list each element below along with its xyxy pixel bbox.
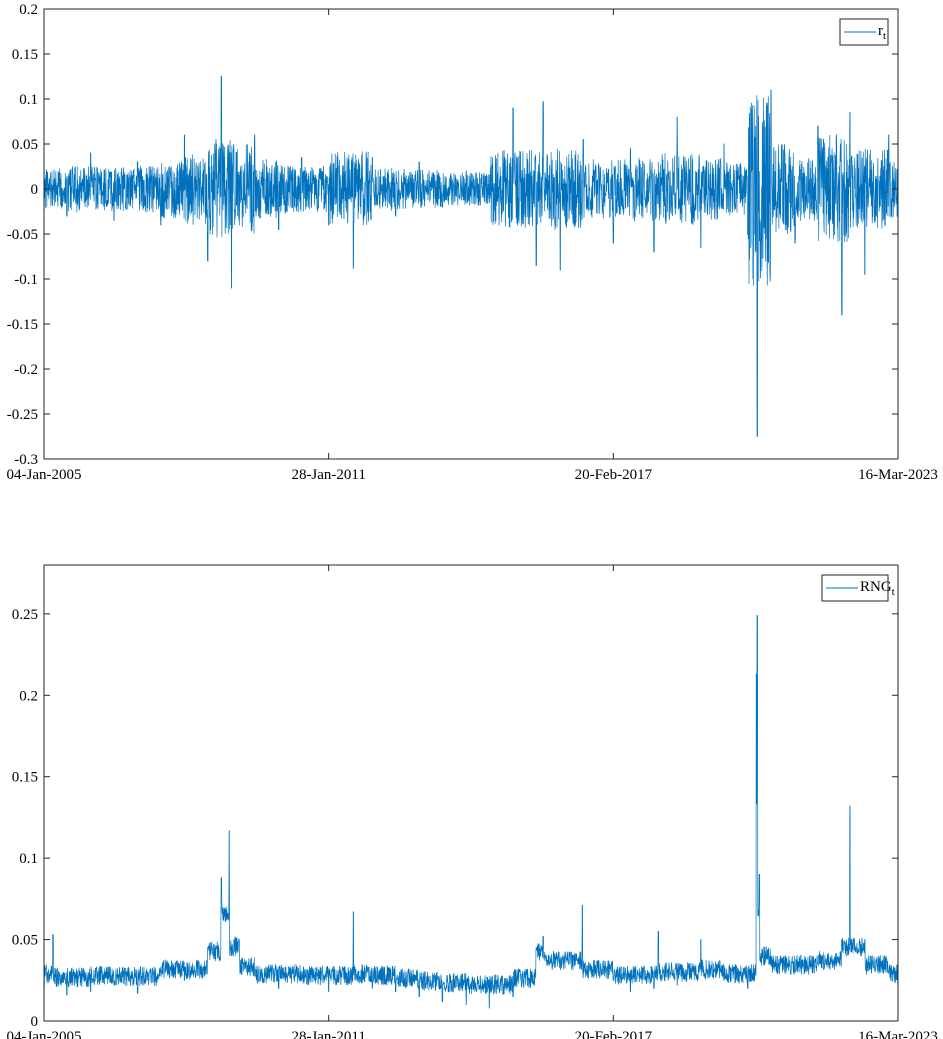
y-tick-label: 0 xyxy=(31,1014,39,1030)
range-panel: 0 0.05 0.1 0.15 0.2 0.25 04-Jan-2005 28-Jan-20… xyxy=(7,564,938,1039)
y-tick-label: 0.2 xyxy=(19,2,38,18)
y-tick-label: 0.05 xyxy=(12,137,38,153)
legend: RNGt xyxy=(821,574,895,602)
x-tick-label: 20-Feb-2017 xyxy=(575,1029,653,1039)
y-tick-label: -0.15 xyxy=(7,317,38,333)
x-tick-label: 16-Mar-2023 xyxy=(858,1029,938,1039)
x-tick-label: 16-Mar-2023 xyxy=(858,467,938,483)
legend-label-subscript: t xyxy=(892,586,895,598)
x-tick-label: 28-Jan-2011 xyxy=(291,1029,365,1039)
y-tick-label: 0.25 xyxy=(12,607,38,623)
y-axis: -0.3 -0.25 -0.2 -0.15 -0.1 -0.05 0 0.05 0.1 0.15 0… xyxy=(7,2,898,468)
y-tick-label: -0.05 xyxy=(7,227,38,243)
x-tick-label: 04-Jan-2005 xyxy=(7,1029,82,1039)
y-tick-label: 0.2 xyxy=(19,688,38,704)
y-tick-label: -0.25 xyxy=(7,407,38,423)
y-tick-label: -0.1 xyxy=(14,272,38,288)
legend: rt xyxy=(839,18,889,46)
legend-label-subscript: t xyxy=(883,30,886,42)
axes-box xyxy=(43,564,899,1022)
x-tick-label: 28-Jan-2011 xyxy=(291,467,365,483)
legend-label: RNGt xyxy=(860,579,895,598)
x-tick-label: 20-Feb-2017 xyxy=(575,467,653,483)
y-tick-label: 0.15 xyxy=(12,47,38,63)
y-tick-label: 0 xyxy=(31,182,39,198)
plot-area xyxy=(43,76,899,437)
series-line xyxy=(43,615,899,1009)
y-tick-label: 0.05 xyxy=(12,933,38,949)
x-tick-label: 04-Jan-2005 xyxy=(7,467,82,483)
plot-area xyxy=(43,615,899,1009)
legend-label-main: r xyxy=(878,23,883,39)
legend-label-main: RNG xyxy=(860,579,892,595)
x-axis: 04-Jan-2005 28-Jan-2011 20-Feb-2017 16-Mar-… xyxy=(7,9,938,483)
y-tick-label: 0.1 xyxy=(19,92,38,108)
y-tick-label: 0.1 xyxy=(19,851,38,867)
y-tick-label: -0.2 xyxy=(14,362,38,378)
legend-label: rt xyxy=(878,23,886,42)
y-axis: 0 0.05 0.1 0.15 0.2 0.25 xyxy=(12,607,898,1030)
y-tick-label: -0.3 xyxy=(14,452,38,468)
y-tick-label: 0.15 xyxy=(12,770,38,786)
returns-panel: -0.3-0.25-0.2-0.15-0.1-0.0500.050.10.150… xyxy=(7,2,938,483)
x-axis: 04-Jan-2005 28-Jan-2011 20-Feb-2017 16-Mar-… xyxy=(7,565,938,1039)
series-line xyxy=(43,76,899,437)
